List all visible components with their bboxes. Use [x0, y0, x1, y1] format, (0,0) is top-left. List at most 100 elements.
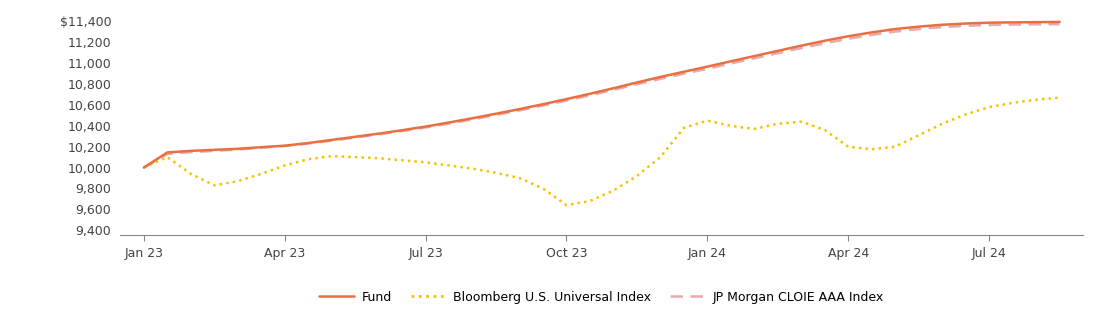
- Bloomberg U.S. Universal Index: [724, 124, 737, 128]
- Fund: [888, 27, 901, 31]
- Bloomberg U.S. Universal Index: [536, 186, 549, 190]
- Bloomberg U.S. Universal Index: [1029, 98, 1043, 102]
- Fund: [818, 39, 831, 43]
- JP Morgan CLOIE AAA Index: [748, 56, 761, 60]
- Bloomberg U.S. Universal Index: [137, 165, 150, 169]
- JP Morgan CLOIE AAA Index: [302, 142, 315, 146]
- JP Morgan CLOIE AAA Index: [935, 25, 948, 29]
- Bloomberg U.S. Universal Index: [278, 164, 291, 167]
- Bloomberg U.S. Universal Index: [841, 145, 854, 149]
- Bloomberg U.S. Universal Index: [442, 164, 455, 167]
- Fund: [1029, 20, 1043, 24]
- JP Morgan CLOIE AAA Index: [630, 82, 643, 86]
- Fund: [325, 138, 338, 142]
- Fund: [654, 75, 667, 79]
- Bloomberg U.S. Universal Index: [654, 155, 667, 159]
- Bloomberg U.S. Universal Index: [489, 171, 502, 175]
- Bloomberg U.S. Universal Index: [701, 119, 714, 123]
- Bloomberg U.S. Universal Index: [630, 174, 643, 178]
- Bloomberg U.S. Universal Index: [982, 105, 996, 109]
- Bloomberg U.S. Universal Index: [161, 155, 174, 159]
- Fund: [607, 86, 620, 90]
- JP Morgan CLOIE AAA Index: [677, 72, 690, 76]
- Fund: [841, 34, 854, 38]
- Legend: Fund, Bloomberg U.S. Universal Index, JP Morgan CLOIE AAA Index: Fund, Bloomberg U.S. Universal Index, JP…: [319, 291, 884, 303]
- JP Morgan CLOIE AAA Index: [888, 30, 901, 34]
- Bloomberg U.S. Universal Index: [607, 189, 620, 193]
- Bloomberg U.S. Universal Index: [513, 176, 526, 180]
- Fund: [208, 148, 221, 152]
- Bloomberg U.S. Universal Index: [912, 133, 926, 137]
- Fund: [560, 97, 573, 101]
- JP Morgan CLOIE AAA Index: [1029, 22, 1043, 26]
- Bloomberg U.S. Universal Index: [560, 203, 573, 207]
- Bloomberg U.S. Universal Index: [302, 157, 315, 161]
- Bloomberg U.S. Universal Index: [1054, 96, 1067, 100]
- Fund: [1006, 20, 1020, 24]
- Bloomberg U.S. Universal Index: [466, 167, 479, 171]
- Bloomberg U.S. Universal Index: [959, 112, 973, 116]
- JP Morgan CLOIE AAA Index: [841, 37, 854, 41]
- Fund: [748, 54, 761, 58]
- Bloomberg U.S. Universal Index: [325, 154, 338, 158]
- JP Morgan CLOIE AAA Index: [959, 24, 973, 28]
- Fund: [912, 25, 926, 29]
- JP Morgan CLOIE AAA Index: [771, 51, 784, 55]
- JP Morgan CLOIE AAA Index: [231, 147, 244, 151]
- JP Morgan CLOIE AAA Index: [701, 67, 714, 71]
- Fund: [513, 107, 526, 111]
- JP Morgan CLOIE AAA Index: [419, 126, 432, 129]
- Fund: [489, 112, 502, 116]
- JP Morgan CLOIE AAA Index: [349, 136, 362, 140]
- Bloomberg U.S. Universal Index: [349, 155, 362, 159]
- JP Morgan CLOIE AAA Index: [607, 88, 620, 92]
- Bloomberg U.S. Universal Index: [771, 122, 784, 126]
- Fund: [982, 21, 996, 25]
- JP Morgan CLOIE AAA Index: [466, 117, 479, 121]
- Fund: [701, 65, 714, 69]
- Bloomberg U.S. Universal Index: [935, 122, 948, 126]
- Fund: [935, 23, 948, 27]
- Fund: [349, 135, 362, 139]
- Fund: [372, 132, 385, 136]
- Fund: [255, 145, 268, 149]
- JP Morgan CLOIE AAA Index: [794, 46, 807, 50]
- Fund: [442, 121, 455, 125]
- Fund: [419, 125, 432, 129]
- JP Morgan CLOIE AAA Index: [161, 152, 174, 156]
- Fund: [231, 147, 244, 151]
- Fund: [959, 22, 973, 26]
- Fund: [724, 59, 737, 63]
- Fund: [137, 165, 150, 169]
- JP Morgan CLOIE AAA Index: [184, 150, 197, 154]
- JP Morgan CLOIE AAA Index: [982, 23, 996, 27]
- Bloomberg U.S. Universal Index: [794, 120, 807, 124]
- JP Morgan CLOIE AAA Index: [372, 132, 385, 136]
- JP Morgan CLOIE AAA Index: [912, 27, 926, 31]
- Bloomberg U.S. Universal Index: [865, 147, 878, 151]
- Fund: [396, 128, 409, 132]
- Fund: [1054, 20, 1067, 24]
- JP Morgan CLOIE AAA Index: [278, 144, 291, 148]
- Bloomberg U.S. Universal Index: [419, 161, 432, 164]
- Fund: [466, 116, 479, 120]
- Bloomberg U.S. Universal Index: [583, 199, 596, 203]
- Bloomberg U.S. Universal Index: [677, 126, 690, 130]
- Fund: [677, 70, 690, 74]
- JP Morgan CLOIE AAA Index: [536, 104, 549, 108]
- JP Morgan CLOIE AAA Index: [396, 129, 409, 133]
- Fund: [536, 102, 549, 106]
- JP Morgan CLOIE AAA Index: [654, 77, 667, 81]
- Fund: [630, 80, 643, 84]
- Bloomberg U.S. Universal Index: [888, 145, 901, 149]
- JP Morgan CLOIE AAA Index: [513, 109, 526, 112]
- Fund: [771, 49, 784, 53]
- Line: Bloomberg U.S. Universal Index: Bloomberg U.S. Universal Index: [143, 98, 1060, 205]
- JP Morgan CLOIE AAA Index: [560, 99, 573, 103]
- Bloomberg U.S. Universal Index: [231, 179, 244, 183]
- JP Morgan CLOIE AAA Index: [865, 33, 878, 37]
- JP Morgan CLOIE AAA Index: [137, 165, 150, 169]
- JP Morgan CLOIE AAA Index: [255, 146, 268, 150]
- Fund: [583, 92, 596, 96]
- Bloomberg U.S. Universal Index: [372, 156, 385, 160]
